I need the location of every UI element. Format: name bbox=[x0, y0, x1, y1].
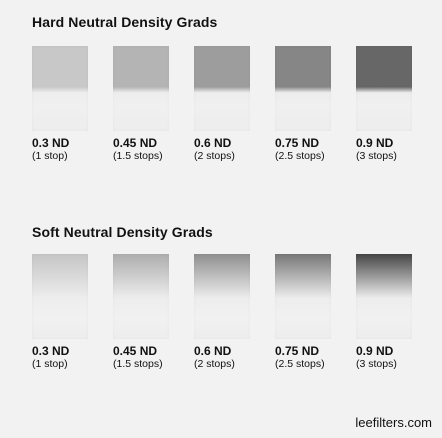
grad-density-label: 0.9 ND bbox=[356, 136, 394, 150]
grad-stops-label: (1 stop) bbox=[32, 150, 68, 162]
hard-grad-swatch bbox=[32, 46, 88, 131]
hard-grad-item: 0.75 ND (2.5 stops) bbox=[275, 46, 331, 163]
soft-grad-swatch bbox=[32, 254, 88, 339]
soft-grad-swatch bbox=[113, 254, 169, 339]
grad-density-label: 0.45 ND bbox=[113, 136, 158, 150]
hard-grad-item: 0.3 ND (1 stop) bbox=[32, 46, 88, 163]
grad-density-label: 0.3 ND bbox=[32, 136, 70, 150]
soft-grad-swatch bbox=[194, 254, 250, 339]
grad-density-label: 0.6 ND bbox=[194, 344, 232, 358]
grad-density-label: 0.45 ND bbox=[113, 344, 158, 358]
hard-grad-item: 0.6 ND (2 stops) bbox=[194, 46, 250, 163]
brand-text: leefilters.com bbox=[355, 415, 432, 430]
grad-stops-label: (3 stops) bbox=[356, 150, 397, 162]
grad-stops-label: (3 stops) bbox=[356, 358, 397, 370]
grad-stops-label: (2.5 stops) bbox=[275, 150, 325, 162]
grad-density-label: 0.3 ND bbox=[32, 344, 70, 358]
soft-grads-title: Soft Neutral Density Grads bbox=[32, 224, 213, 240]
hard-grad-item: 0.45 ND (1.5 stops) bbox=[113, 46, 169, 163]
hard-grads-title: Hard Neutral Density Grads bbox=[32, 14, 218, 30]
grad-stops-label: (2 stops) bbox=[194, 150, 235, 162]
grad-density-label: 0.6 ND bbox=[194, 136, 232, 150]
hard-grad-swatch bbox=[356, 46, 412, 131]
grad-stops-label: (1.5 stops) bbox=[113, 150, 163, 162]
hard-grad-item: 0.9 ND (3 stops) bbox=[356, 46, 412, 163]
soft-grad-item: 0.3 ND (1 stop) bbox=[32, 254, 88, 371]
grad-density-label: 0.75 ND bbox=[275, 344, 320, 358]
hard-grad-swatch bbox=[113, 46, 169, 131]
grad-density-label: 0.9 ND bbox=[356, 344, 394, 358]
soft-grad-swatch bbox=[356, 254, 412, 339]
grad-density-label: 0.75 ND bbox=[275, 136, 320, 150]
hard-grad-swatch bbox=[275, 46, 331, 131]
grad-stops-label: (1.5 stops) bbox=[113, 358, 163, 370]
hard-grad-swatch bbox=[194, 46, 250, 131]
soft-grad-item: 0.6 ND (2 stops) bbox=[194, 254, 250, 371]
grad-stops-label: (1 stop) bbox=[32, 358, 68, 370]
soft-grad-item: 0.9 ND (3 stops) bbox=[356, 254, 412, 371]
soft-grad-item: 0.45 ND (1.5 stops) bbox=[113, 254, 169, 371]
soft-grad-swatch bbox=[275, 254, 331, 339]
grad-stops-label: (2.5 stops) bbox=[275, 358, 325, 370]
soft-grad-item: 0.75 ND (2.5 stops) bbox=[275, 254, 331, 371]
grad-stops-label: (2 stops) bbox=[194, 358, 235, 370]
